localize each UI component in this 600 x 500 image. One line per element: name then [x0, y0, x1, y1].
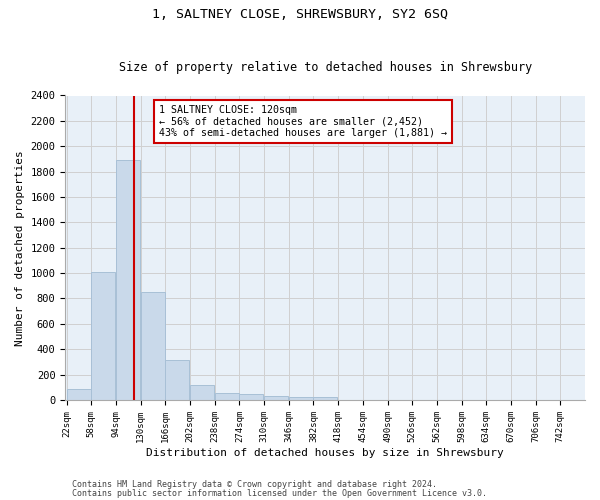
- Text: Contains public sector information licensed under the Open Government Licence v3: Contains public sector information licen…: [72, 488, 487, 498]
- Text: Contains HM Land Registry data © Crown copyright and database right 2024.: Contains HM Land Registry data © Crown c…: [72, 480, 437, 489]
- Bar: [239, 394, 263, 400]
- X-axis label: Distribution of detached houses by size in Shrewsbury: Distribution of detached houses by size …: [146, 448, 504, 458]
- Text: 1 SALTNEY CLOSE: 120sqm
← 56% of detached houses are smaller (2,452)
43% of semi: 1 SALTNEY CLOSE: 120sqm ← 56% of detache…: [159, 104, 447, 138]
- Bar: [313, 398, 337, 400]
- Bar: [190, 386, 214, 400]
- Bar: [67, 388, 91, 400]
- Bar: [166, 360, 190, 400]
- Bar: [91, 272, 115, 400]
- Bar: [215, 393, 239, 400]
- Bar: [264, 396, 288, 400]
- Text: 1, SALTNEY CLOSE, SHREWSBURY, SY2 6SQ: 1, SALTNEY CLOSE, SHREWSBURY, SY2 6SQ: [152, 8, 448, 20]
- Y-axis label: Number of detached properties: Number of detached properties: [15, 150, 25, 346]
- Title: Size of property relative to detached houses in Shrewsbury: Size of property relative to detached ho…: [119, 60, 532, 74]
- Bar: [140, 292, 164, 400]
- Bar: [289, 397, 313, 400]
- Bar: [116, 160, 140, 400]
